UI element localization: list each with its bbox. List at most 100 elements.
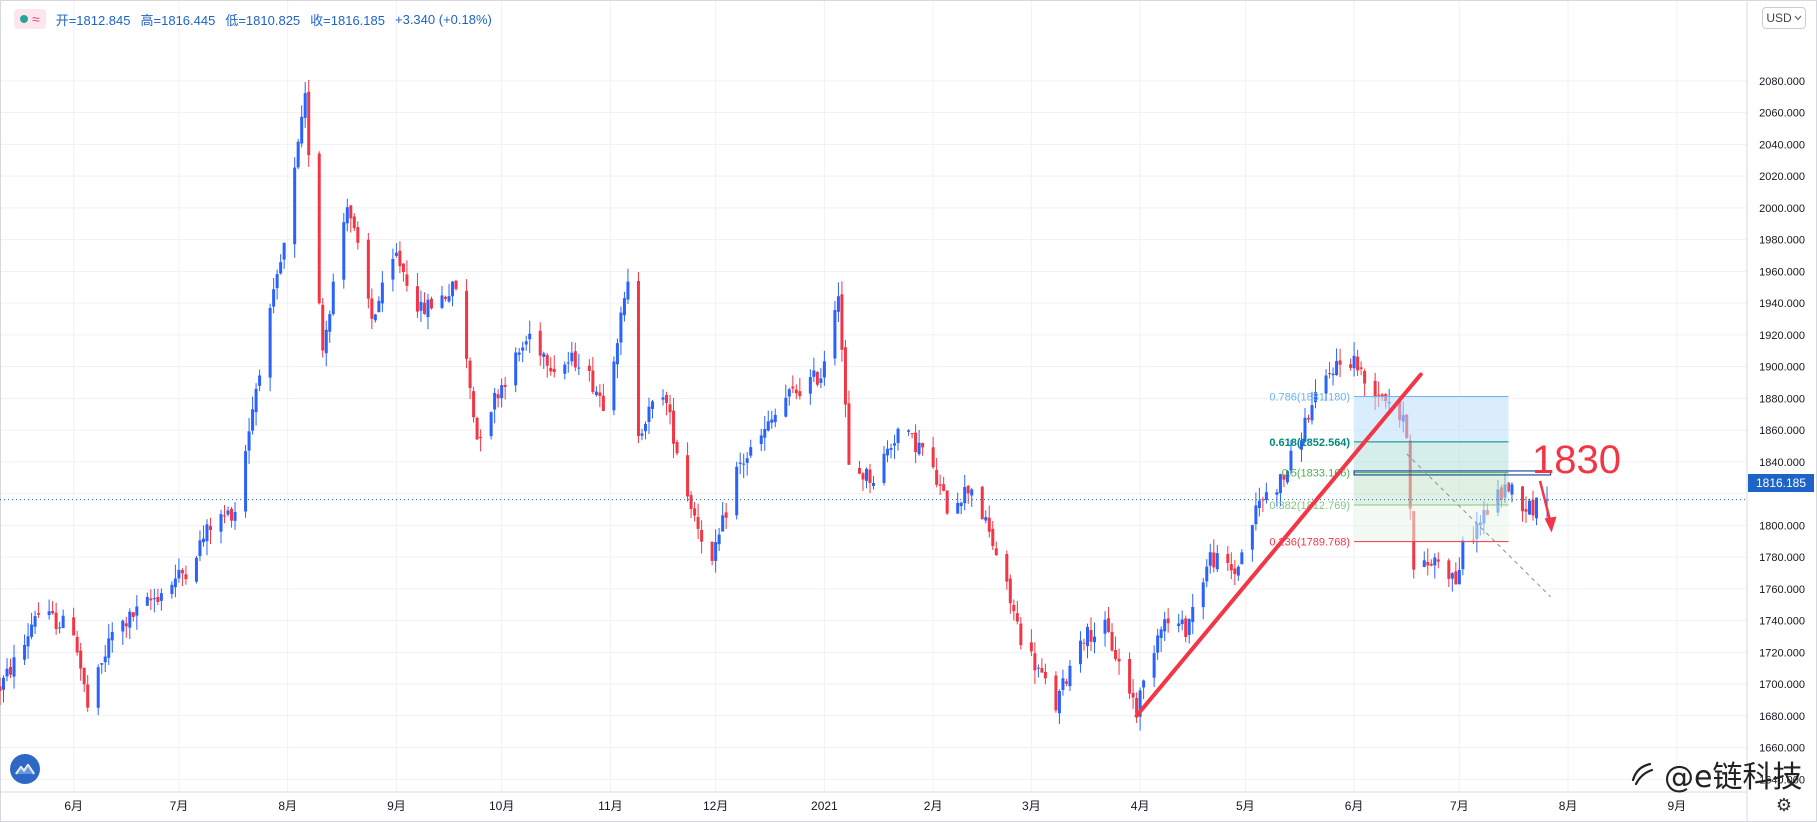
candle <box>131 612 135 622</box>
candle <box>1191 593 1195 635</box>
candle <box>230 506 234 528</box>
candle-body <box>12 657 16 677</box>
price-tick-label: 1940.000 <box>1759 298 1805 310</box>
price-axis-labels: 1640.000 1660.000 1680.000 1700.000 1720.000… <box>1759 76 1805 786</box>
candle-body <box>745 458 749 463</box>
candle-body <box>1110 631 1114 651</box>
candle-body <box>843 347 847 405</box>
candle <box>251 396 255 435</box>
candle <box>328 310 332 343</box>
candle-body <box>1531 499 1535 516</box>
currency-selector[interactable]: USD <box>1762 7 1806 29</box>
candle <box>1093 622 1097 654</box>
time-tick-label: 9月 <box>1667 799 1686 813</box>
candle <box>812 357 816 383</box>
candle-body <box>942 484 946 491</box>
candle-body <box>208 526 212 531</box>
candle <box>545 352 549 378</box>
candle-body <box>868 469 872 483</box>
price-tick-label: 1640.000 <box>1759 774 1805 786</box>
candle-body <box>258 375 262 386</box>
candle-body <box>1545 499 1549 501</box>
candle-body <box>1380 394 1384 398</box>
candle <box>1019 617 1023 650</box>
candle-body <box>1447 560 1451 579</box>
candle <box>451 280 455 307</box>
candle-body <box>966 485 970 494</box>
price-tick-label: 1980.000 <box>1759 235 1805 247</box>
candle-body <box>1205 566 1209 582</box>
candle <box>721 502 725 532</box>
tradingview-logo-icon[interactable] <box>10 754 40 784</box>
candle-body <box>331 281 335 315</box>
candle <box>110 622 114 653</box>
candle <box>1422 551 1426 568</box>
candle <box>759 428 763 452</box>
candle <box>984 510 988 524</box>
candle <box>258 369 262 392</box>
logo-mountain-icon <box>15 763 35 775</box>
candle <box>475 416 479 441</box>
candle <box>79 642 83 681</box>
candle-body <box>159 593 163 601</box>
price-tick-label: 2020.000 <box>1759 171 1805 183</box>
candle-body <box>770 419 774 423</box>
candle-body <box>717 534 721 545</box>
candle <box>591 357 595 395</box>
symbol-badge[interactable]: ≈ <box>14 9 46 29</box>
candle-body <box>686 455 690 497</box>
candle-body <box>819 378 823 383</box>
time-tick-label: 7月 <box>1450 799 1469 813</box>
time-tick-label: 9月 <box>387 799 406 813</box>
candle <box>612 356 616 416</box>
candle-body <box>380 282 384 304</box>
candle-body <box>342 222 346 280</box>
candle <box>37 602 41 618</box>
candle-body <box>447 296 451 302</box>
candle-body <box>1008 578 1012 604</box>
candle-body <box>1436 559 1440 562</box>
candle-body <box>889 448 893 450</box>
candle-body <box>1082 642 1086 644</box>
candle <box>994 541 998 556</box>
candle <box>247 418 251 464</box>
time-tick-label: 3月 <box>1022 799 1041 813</box>
candle-body <box>1068 665 1072 687</box>
candle <box>307 79 311 167</box>
price-tick-label: 1700.000 <box>1759 679 1805 691</box>
candle-body <box>303 93 307 118</box>
candle <box>254 383 258 426</box>
candle-body <box>1142 680 1146 688</box>
gear-icon[interactable]: ⚙ <box>1775 794 1793 815</box>
candle <box>2 675 6 703</box>
candle-body <box>1166 618 1170 624</box>
candle <box>440 285 444 309</box>
candle-body <box>233 512 237 521</box>
candle-body <box>426 299 430 317</box>
candle <box>1240 549 1244 565</box>
candle-body <box>398 250 402 267</box>
candle <box>538 322 542 366</box>
fib-zone <box>1354 441 1509 473</box>
candle-body <box>1229 564 1233 571</box>
candle <box>868 463 872 494</box>
candle <box>145 592 149 606</box>
candle <box>770 410 774 429</box>
candle-body <box>135 606 139 616</box>
candle-body <box>615 343 619 365</box>
candle-body <box>124 623 128 627</box>
candle-body <box>184 574 188 580</box>
candle-body <box>503 384 507 387</box>
candle-body <box>293 167 297 245</box>
candle <box>836 282 840 323</box>
candle-body <box>626 281 630 300</box>
candle <box>1233 560 1237 586</box>
candle-body <box>1510 484 1514 495</box>
time-tick-label: 8月 <box>278 799 297 813</box>
candle <box>1107 606 1111 633</box>
arrow-shaft <box>1538 480 1552 523</box>
candle <box>1306 414 1310 423</box>
resistance-line <box>1353 470 1552 476</box>
